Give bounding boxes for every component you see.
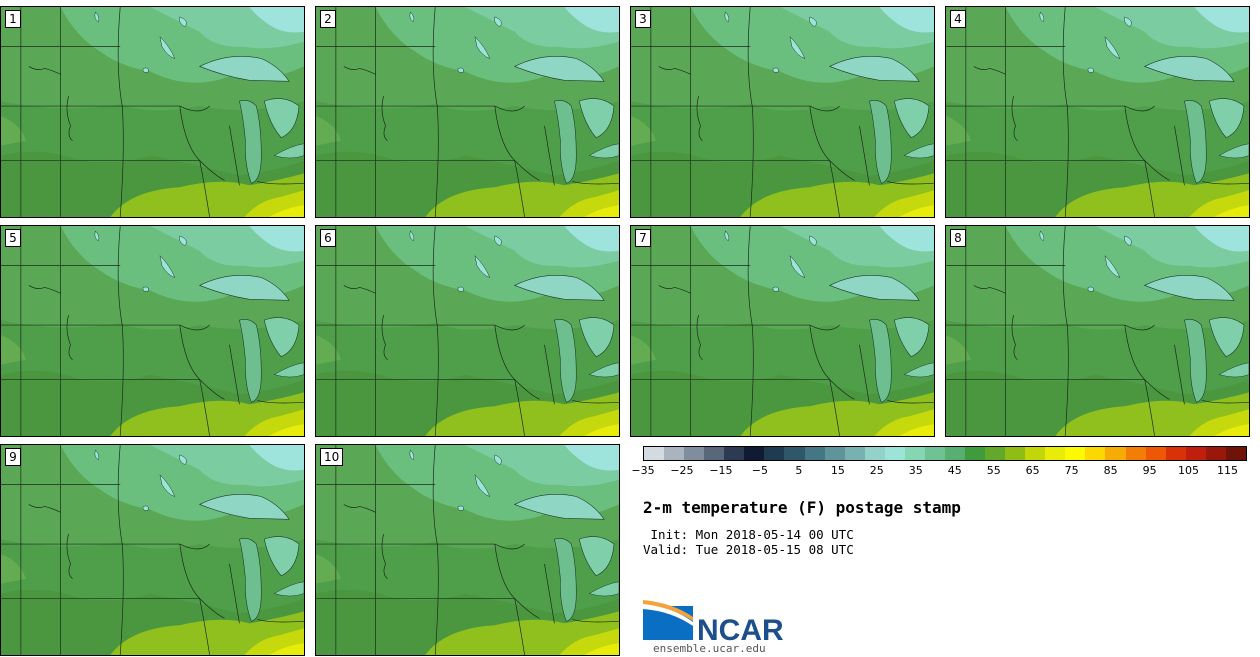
init-time: Init: Mon 2018-05-14 00 UTC [643,527,854,542]
colorbar-segment [1065,447,1086,460]
colorbar-tick-label: 75 [1064,464,1079,477]
member-number: 9 [5,448,21,466]
colorbar-segment [1085,447,1106,460]
member-panel-2: 2 [315,6,620,218]
colorbar-segment [784,447,805,460]
colorbar-segment [1025,447,1046,460]
product-title: 2-m temperature (F) postage stamp [643,498,961,517]
colorbar-segment [1105,447,1126,460]
colorbar-segment [764,447,785,460]
colorbar-segment [824,447,845,460]
ncar-logo-text: NCAR [697,614,784,644]
colorbar-tick-labels: −35 −25 −15 −5 5 15 25 35 45 55 65 75 85 95 105 115 [631,464,1247,480]
member-panel-8: 8 [945,225,1250,437]
member-number: 10 [320,448,344,466]
member-panel-4: 4 [945,6,1250,218]
colorbar-segment [664,447,685,460]
colorbar-tick-label: 65 [1025,464,1040,477]
colorbar-segment [944,447,965,460]
member-panel-5: 5 [0,225,305,437]
member-panel-9: 9 [0,444,305,656]
colorbar-segment [1185,447,1206,460]
colorbar-tick-label: −35 [631,464,655,477]
colorbar-tick-label: 105 [1178,464,1200,477]
colorbar-segment [1205,447,1226,460]
ensemble-url: ensemble.ucar.edu [653,642,766,655]
member-panel-7: 7 [630,225,935,437]
colorbar-segment [1145,447,1166,460]
member-number: 8 [950,229,966,247]
colorbar-segment [985,447,1006,460]
colorbar-segment [924,447,945,460]
colorbar-segment [1125,447,1146,460]
colorbar-tick-label: 35 [908,464,923,477]
colorbar-tick-label: −15 [709,464,733,477]
colorbar-segment [744,447,765,460]
colorbar-tick-label: 5 [795,464,803,477]
colorbar-tick-label: −5 [751,464,768,477]
member-panel-6: 6 [315,225,620,437]
colorbar-segment [644,447,665,460]
colorbar-tick-label: 85 [1103,464,1118,477]
colorbar-segment [704,447,725,460]
member-number: 7 [635,229,651,247]
colorbar-segment [1045,447,1066,460]
valid-time: Valid: Tue 2018-05-15 08 UTC [643,542,854,557]
colorbar-segment [965,447,986,460]
colorbar-segment [884,447,905,460]
colorbar-tick-label: 115 [1217,464,1239,477]
member-panel-1: 1 [0,6,305,218]
colorbar-segment [904,447,925,460]
colorbar-tick-label: 95 [1142,464,1157,477]
colorbar-tick-label: −25 [670,464,694,477]
colorbar-tick-label: 55 [986,464,1001,477]
ncar-logo: NCAR [643,600,784,644]
colorbar-segment [864,447,885,460]
member-number: 6 [320,229,336,247]
member-number: 3 [635,10,651,28]
colorbar-segment [1225,447,1246,460]
member-number: 5 [5,229,21,247]
member-panel-3: 3 [630,6,935,218]
colorbar-segment [844,447,865,460]
colorbar-segment [1165,447,1186,460]
colorbar-segment [804,447,825,460]
member-number: 2 [320,10,336,28]
colorbar-segment [684,447,705,460]
colorbar-segment [724,447,745,460]
member-number: 4 [950,10,966,28]
temperature-colorbar [643,446,1247,461]
colorbar-segment [1005,447,1026,460]
colorbar-tick-label: 15 [830,464,845,477]
colorbar-tick-label: 25 [869,464,884,477]
member-number: 1 [5,10,21,28]
member-panel-10: 10 [315,444,620,656]
colorbar-tick-label: 45 [947,464,962,477]
